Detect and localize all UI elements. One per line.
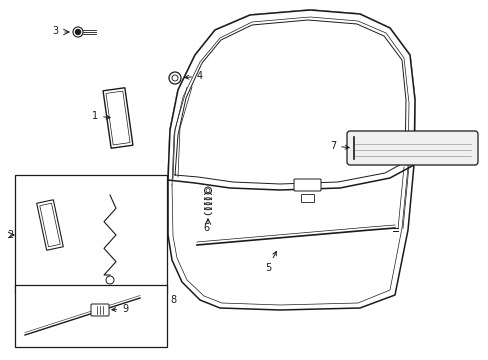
Text: 7: 7 [329, 141, 348, 151]
Polygon shape [106, 91, 130, 145]
Bar [15, 285, 167, 347]
Text: 1: 1 [92, 111, 110, 121]
Polygon shape [40, 203, 60, 247]
FancyBboxPatch shape [293, 179, 320, 191]
Text: 4: 4 [184, 71, 203, 81]
Text: 5: 5 [264, 252, 276, 273]
FancyBboxPatch shape [91, 304, 109, 316]
Polygon shape [103, 88, 133, 148]
Polygon shape [168, 10, 414, 310]
Text: 9: 9 [112, 304, 128, 314]
Text: 8: 8 [170, 295, 176, 305]
Text: 6: 6 [203, 223, 209, 233]
Bar [15, 175, 167, 293]
FancyBboxPatch shape [346, 131, 477, 165]
Text: 3: 3 [52, 26, 58, 36]
FancyBboxPatch shape [301, 194, 314, 202]
Text: 2: 2 [7, 230, 13, 240]
Polygon shape [168, 10, 414, 190]
Circle shape [75, 30, 81, 35]
Polygon shape [37, 200, 63, 250]
